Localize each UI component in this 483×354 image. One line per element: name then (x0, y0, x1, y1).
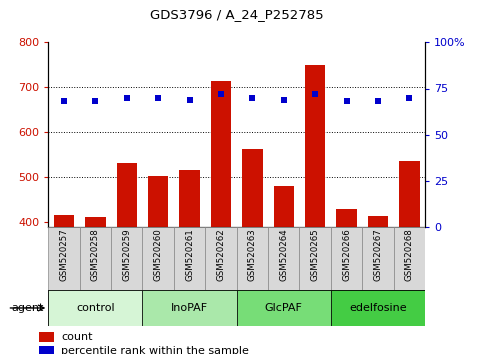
Bar (39, 346, 54, 354)
Text: GSM520267: GSM520267 (373, 228, 383, 281)
Text: GSM520264: GSM520264 (279, 228, 288, 281)
Bar (273, 186, 294, 227)
Bar (111, 227, 142, 290)
Bar (80, 227, 111, 290)
Bar (237, 290, 331, 326)
Bar (85, 217, 106, 227)
Bar (142, 290, 237, 326)
Bar (331, 227, 362, 290)
Text: GSM520260: GSM520260 (154, 228, 163, 281)
Bar (148, 176, 169, 227)
Text: edelfosine: edelfosine (349, 303, 407, 313)
Bar (268, 227, 299, 290)
Bar (237, 227, 268, 290)
Bar (174, 227, 205, 290)
Bar (394, 227, 425, 290)
Bar (179, 170, 200, 227)
Text: GSM520268: GSM520268 (405, 228, 414, 281)
Text: agent: agent (11, 303, 43, 313)
Bar (368, 216, 388, 227)
Text: GSM520258: GSM520258 (91, 228, 100, 281)
Text: InoPAF: InoPAF (171, 303, 208, 313)
Bar (54, 215, 74, 227)
Bar (142, 227, 174, 290)
Text: GlcPAF: GlcPAF (265, 303, 303, 313)
Bar (399, 161, 420, 227)
Text: GSM520257: GSM520257 (59, 228, 69, 281)
Bar (205, 227, 237, 290)
Bar (331, 290, 425, 326)
Bar (48, 227, 80, 290)
Text: GSM520265: GSM520265 (311, 228, 320, 281)
Text: GDS3796 / A_24_P252785: GDS3796 / A_24_P252785 (150, 8, 324, 21)
Bar (39, 332, 54, 342)
Bar (211, 81, 231, 227)
Bar (116, 163, 137, 227)
Bar (305, 65, 326, 227)
Text: GSM520263: GSM520263 (248, 228, 257, 281)
Bar (362, 227, 394, 290)
Bar (336, 210, 357, 227)
Bar (48, 290, 142, 326)
Text: GSM520259: GSM520259 (122, 228, 131, 281)
Text: percentile rank within the sample: percentile rank within the sample (61, 346, 249, 354)
Bar (299, 227, 331, 290)
Text: count: count (61, 332, 93, 342)
Text: GSM520266: GSM520266 (342, 228, 351, 281)
Bar (242, 149, 263, 227)
Text: GSM520261: GSM520261 (185, 228, 194, 281)
Text: GSM520262: GSM520262 (216, 228, 226, 281)
Text: control: control (76, 303, 114, 313)
